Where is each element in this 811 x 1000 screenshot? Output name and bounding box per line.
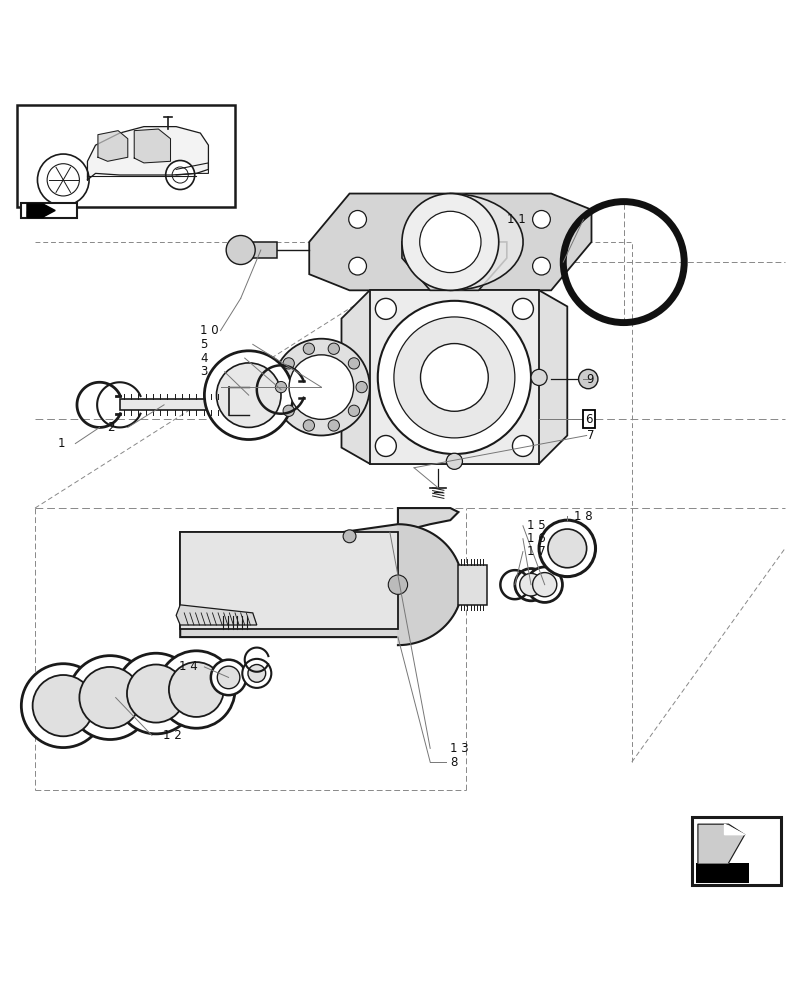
Circle shape	[217, 666, 239, 689]
Circle shape	[328, 343, 339, 354]
Polygon shape	[134, 129, 170, 163]
Text: 1 4: 1 4	[178, 660, 197, 673]
Circle shape	[165, 160, 195, 190]
Bar	[20, 203, 77, 218]
Text: 6: 6	[584, 413, 592, 426]
Circle shape	[348, 405, 359, 416]
Circle shape	[420, 344, 487, 411]
Text: 5: 5	[200, 338, 208, 351]
Circle shape	[578, 369, 597, 389]
Circle shape	[512, 435, 533, 456]
Circle shape	[204, 351, 293, 440]
Circle shape	[388, 575, 407, 594]
Text: 1 5: 1 5	[526, 519, 545, 532]
Circle shape	[532, 257, 550, 275]
Circle shape	[283, 358, 294, 369]
Polygon shape	[397, 524, 461, 645]
Circle shape	[172, 167, 188, 183]
Circle shape	[348, 358, 359, 369]
Text: 1 6: 1 6	[526, 532, 545, 545]
Text: 1 1: 1 1	[506, 213, 525, 226]
Circle shape	[514, 569, 547, 601]
Polygon shape	[309, 194, 590, 290]
Circle shape	[303, 420, 314, 431]
Circle shape	[401, 194, 498, 290]
Circle shape	[21, 664, 105, 748]
Circle shape	[512, 298, 533, 319]
Circle shape	[289, 355, 353, 419]
Polygon shape	[458, 565, 486, 605]
Text: 1 2: 1 2	[162, 729, 182, 742]
Polygon shape	[450, 194, 522, 290]
Circle shape	[348, 257, 366, 275]
Text: 1 0: 1 0	[200, 324, 219, 337]
Polygon shape	[27, 204, 55, 217]
Circle shape	[526, 567, 562, 602]
Circle shape	[115, 653, 196, 734]
Circle shape	[68, 656, 152, 740]
Text: 8: 8	[450, 756, 457, 769]
Circle shape	[283, 405, 294, 416]
Circle shape	[348, 210, 366, 228]
Bar	[180, 532, 397, 629]
Circle shape	[303, 343, 314, 354]
Circle shape	[32, 675, 94, 736]
Circle shape	[157, 651, 234, 728]
Circle shape	[539, 520, 594, 577]
Circle shape	[547, 529, 586, 568]
Circle shape	[328, 420, 339, 431]
Circle shape	[217, 363, 281, 427]
Bar	[17, 105, 234, 207]
Polygon shape	[119, 399, 232, 410]
Bar	[696, 863, 748, 883]
Circle shape	[47, 164, 79, 196]
Polygon shape	[697, 824, 744, 863]
Polygon shape	[401, 242, 506, 290]
Circle shape	[242, 659, 271, 688]
Circle shape	[79, 667, 140, 728]
Circle shape	[532, 210, 550, 228]
Text: 3: 3	[200, 365, 208, 378]
Polygon shape	[369, 290, 539, 464]
Text: 7: 7	[586, 429, 594, 442]
Circle shape	[393, 317, 514, 438]
Polygon shape	[176, 605, 256, 625]
Text: 2: 2	[108, 421, 115, 434]
Circle shape	[272, 339, 369, 435]
Text: 1 3: 1 3	[450, 742, 469, 755]
Text: 9: 9	[586, 373, 594, 386]
Circle shape	[519, 573, 542, 596]
Circle shape	[446, 453, 462, 469]
Circle shape	[343, 530, 355, 543]
Circle shape	[532, 573, 556, 597]
Circle shape	[355, 381, 367, 393]
Text: 4: 4	[200, 352, 208, 365]
Circle shape	[169, 662, 224, 717]
Circle shape	[530, 369, 547, 385]
Circle shape	[419, 211, 480, 273]
Polygon shape	[180, 508, 462, 637]
Polygon shape	[252, 242, 277, 258]
Circle shape	[226, 235, 255, 265]
Polygon shape	[88, 127, 208, 180]
Circle shape	[127, 665, 185, 723]
Circle shape	[247, 665, 265, 682]
Polygon shape	[341, 290, 567, 464]
Circle shape	[375, 435, 396, 456]
Circle shape	[275, 381, 286, 393]
Text: 1: 1	[58, 437, 65, 450]
Polygon shape	[98, 131, 127, 161]
Circle shape	[37, 154, 89, 206]
Polygon shape	[723, 824, 744, 835]
Circle shape	[375, 298, 396, 319]
Bar	[692, 817, 780, 885]
Text: 1 8: 1 8	[573, 510, 592, 523]
Circle shape	[211, 660, 246, 695]
Polygon shape	[27, 211, 43, 217]
Text: 1 7: 1 7	[526, 545, 545, 558]
Circle shape	[377, 301, 530, 454]
